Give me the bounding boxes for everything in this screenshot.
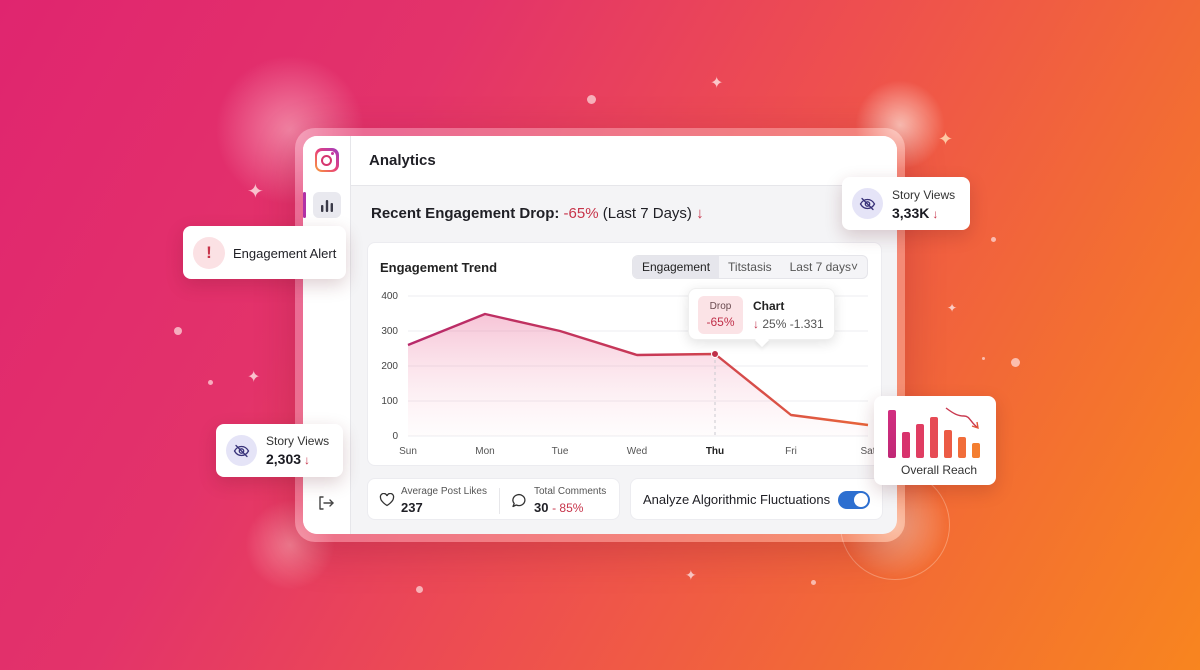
exclamation-icon: !: [193, 237, 225, 269]
x-axis: Sun Mon Tue Wed Thu Fri Sat: [399, 446, 876, 457]
svg-text:Mon: Mon: [475, 446, 494, 457]
background-dot: [587, 95, 596, 104]
svg-text:400: 400: [381, 291, 398, 302]
background-dot: [174, 327, 182, 335]
svg-text:Sat: Sat: [860, 446, 875, 457]
svg-text:Fri: Fri: [785, 446, 797, 457]
area-fill: [408, 314, 868, 436]
instagram-logo-icon[interactable]: [314, 148, 339, 172]
down-arrow-icon: ↓: [304, 453, 311, 467]
story-views-card-bottom[interactable]: Story Views 2,303 ↓: [216, 424, 343, 477]
sparkle-icon: ✦: [938, 129, 954, 149]
tooltip-title: Chart: [753, 299, 785, 313]
headline-value: -65%: [563, 205, 599, 222]
logout-button[interactable]: [317, 495, 335, 516]
eye-off-icon: [852, 188, 883, 219]
total-comments: Total Comments 30 - 85%: [534, 486, 607, 515]
heart-icon: [379, 493, 395, 507]
background-dot: [811, 580, 816, 585]
logout-icon: [319, 496, 334, 510]
sparkle-icon: ✦: [247, 181, 264, 203]
sparkle-icon: ✦: [947, 301, 958, 315]
tab-engagement[interactable]: Engagement: [632, 256, 720, 278]
analyze-fluctuations-toggle[interactable]: [838, 491, 870, 509]
active-indicator: [303, 192, 306, 218]
engagement-alert-card[interactable]: ! Engagement Alert: [183, 226, 346, 279]
sparkle-icon: ✦: [710, 75, 724, 92]
chart-filter-tabs: Engagement Titstasis Last 7 days˅: [631, 255, 868, 279]
divider: [499, 488, 500, 514]
overall-reach-card[interactable]: Overall Reach: [874, 396, 996, 485]
y-axis: 400 300 200 100 0: [381, 291, 398, 442]
analytics-window: Analytics Recent Engagement Drop: -65% (…: [303, 136, 897, 534]
headline-label: Recent Engagement Drop:: [371, 205, 560, 222]
average-post-likes: Average Post Likes 237: [401, 486, 487, 515]
sparkle-icon: ✦: [247, 369, 261, 386]
reach-bar-chart-icon: [888, 407, 980, 458]
background-dot: [1011, 358, 1020, 367]
period-dropdown[interactable]: Last 7 days˅: [789, 260, 858, 274]
toggle-label: Analyze Algorithmic Fluctuations: [643, 491, 831, 507]
svg-text:0: 0: [392, 431, 398, 442]
background-dot: [416, 586, 423, 593]
down-arrow-icon: ↓: [753, 317, 759, 331]
drop-badge: Drop -65%: [698, 296, 743, 334]
background-dot: [982, 357, 985, 360]
page-title: Analytics: [369, 152, 436, 169]
headline-period: (Last 7 Days): [602, 205, 692, 222]
trend-line: [407, 312, 869, 427]
background-dot: [991, 237, 996, 242]
top-bar: Analytics: [351, 136, 897, 186]
svg-text:300: 300: [381, 326, 398, 337]
chart-tooltip: Drop -65% Chart ↓ 25% -1.331: [688, 288, 835, 340]
tab-titstasis[interactable]: Titstasis: [728, 260, 772, 274]
tooltip-detail: ↓ 25% -1.331: [753, 317, 824, 331]
comment-icon: [512, 493, 526, 508]
svg-text:Thu: Thu: [706, 446, 724, 457]
algorithmic-fluctuations-row: Analyze Algorithmic Fluctuations: [630, 478, 883, 520]
engagement-headline: Recent Engagement Drop: -65% (Last 7 Day…: [371, 205, 704, 222]
highlight-point[interactable]: [711, 350, 719, 358]
chart-title: Engagement Trend: [380, 260, 498, 275]
svg-text:Tue: Tue: [552, 446, 569, 457]
down-arrow-icon: ↓: [932, 207, 939, 221]
stats-card: Average Post Likes 237 Total Comments 30…: [367, 478, 620, 520]
svg-text:Sun: Sun: [399, 446, 417, 457]
comments-change: - 85%: [552, 501, 584, 515]
svg-text:Wed: Wed: [627, 446, 647, 457]
svg-text:100: 100: [381, 396, 398, 407]
sidebar-item-analytics[interactable]: [303, 192, 341, 218]
sparkle-icon: ✦: [685, 567, 697, 583]
eye-off-icon: [226, 435, 257, 466]
main-content: Analytics Recent Engagement Drop: -65% (…: [351, 136, 897, 534]
story-views-card-top[interactable]: Story Views 3,33K ↓: [842, 177, 970, 230]
down-arrow-icon: ↓: [696, 205, 704, 222]
background-dot: [208, 380, 213, 385]
engagement-trend-card: Engagement Trend Engagement Titstasis La…: [367, 242, 882, 466]
svg-text:200: 200: [381, 361, 398, 372]
bar-chart-icon: [320, 199, 333, 212]
